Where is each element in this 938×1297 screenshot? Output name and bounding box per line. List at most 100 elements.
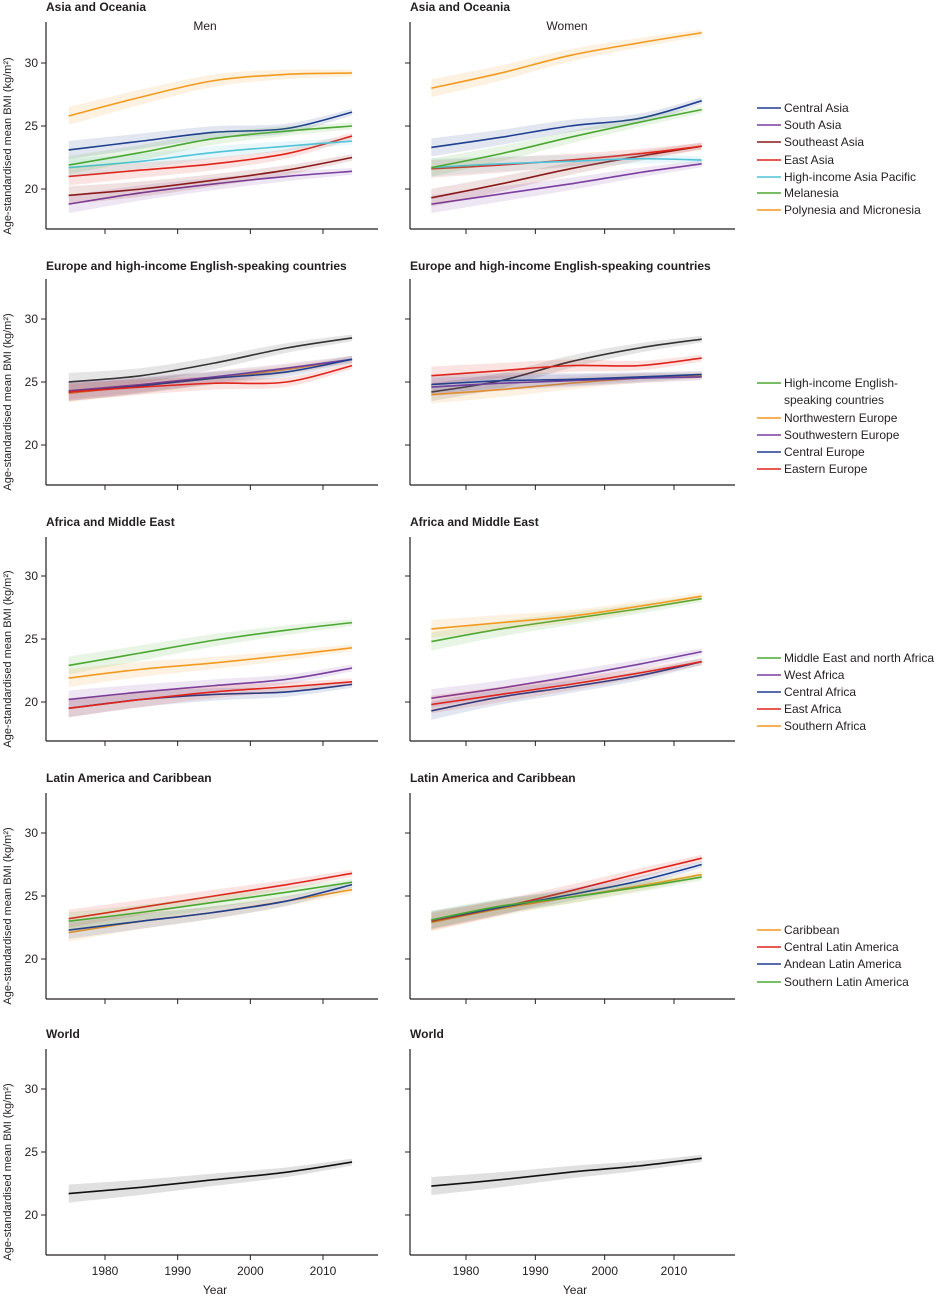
y-tick-label: 20 [25, 182, 39, 196]
legend-label: Central Europe [784, 445, 865, 459]
region-asia-and-oceania: Asia and Oceania Men 20 25 30 Age-standardise… [2, 0, 921, 235]
uncertainty-band-eastern-europe [68, 362, 353, 402]
series-line-southeast-asia [68, 156, 353, 197]
series-line-andean-latin-america [431, 863, 702, 921]
series-line-andean-latin-america [68, 883, 353, 931]
y-tick-label: 25 [25, 889, 39, 903]
legend-label: East Asia [784, 153, 834, 167]
panel-title: World [410, 1027, 444, 1041]
panel-asia-and-oceania-women: Asia and Oceania Women [405, 0, 735, 234]
legend-label: Melanesia [784, 186, 839, 200]
series-line-central-africa [431, 660, 702, 712]
uncertainty-band-southern-latin-america [68, 878, 353, 931]
series-line-eastern-europe [431, 357, 702, 377]
uncertainty-band-east-asia [68, 132, 353, 186]
panel-title: Europe and high-income English-speaking … [410, 259, 711, 273]
region-europe-and-high-income-english-speaking-countries: Europe and high-income English-speaking … [2, 259, 900, 491]
series-line-high-income-asia-pacific [68, 140, 353, 169]
series-line-southwestern-europe [68, 358, 353, 392]
legend-label: Eastern Europe [784, 462, 868, 476]
series-line-world [431, 1157, 702, 1187]
series-line-southern-africa [431, 595, 702, 630]
x-tick-label: 2010 [661, 1264, 688, 1278]
series-line-east-africa [431, 660, 702, 706]
series-line-west-africa [431, 650, 702, 700]
series-line-middle-east-and-north-africa [431, 597, 702, 643]
x-axis-label: Year [203, 1283, 227, 1297]
series-line-polynesia-and-micronesia [68, 72, 353, 117]
region-africa-and-middle-east: Africa and Middle East 20 25 30 Age-standard… [2, 515, 934, 748]
uncertainty-band-central-africa [68, 680, 353, 718]
x-tick-label: 1980 [453, 1264, 480, 1278]
series-line-polynesia-and-micronesia [431, 31, 702, 89]
y-axis-label: Age-standardised mean BMI (kg/m²) [2, 57, 14, 234]
y-tick-label: 30 [25, 569, 39, 583]
x-tick-label: 2000 [237, 1264, 264, 1278]
legend-label: Central Latin America [784, 940, 899, 954]
uncertainty-band-northwestern-europe [431, 372, 702, 404]
series-line-southwestern-europe [431, 376, 702, 388]
legend-label: Southern Africa [784, 719, 866, 733]
y-tick-label: 25 [25, 375, 39, 389]
panel-title: Latin America and Caribbean [410, 771, 576, 785]
y-tick-label: 30 [25, 1082, 39, 1096]
legend-label: South Asia [784, 118, 842, 132]
panel-title: Asia and Oceania [46, 0, 146, 14]
legend-label: Central Asia [784, 101, 849, 115]
legend-label: Andean Latin America [784, 957, 902, 971]
legend-label: Southern Latin America [784, 975, 909, 989]
x-tick-label: 1990 [522, 1264, 549, 1278]
y-tick-label: 25 [25, 632, 39, 646]
legend-label: West Africa [784, 668, 845, 682]
panel-europe-and-high-income-english-speaking-countries-women: Europe and high-income English-speaking … [405, 259, 735, 490]
legend-label: East Africa [784, 702, 842, 716]
legend-label: Central Africa [784, 685, 856, 699]
series-line-southeast-asia [431, 145, 702, 199]
series-line-high-income-asia-pacific [431, 157, 702, 169]
panel-europe-and-high-income-english-speaking-countries-men: Europe and high-income English-speaking … [2, 259, 378, 491]
series-line-central-europe [431, 373, 702, 386]
uncertainty-band-middle-east-and-north-africa [68, 619, 353, 675]
panel-world-women: World 1980 1990 2000 2010 Year [405, 1027, 735, 1297]
series-line-eastern-europe [68, 364, 353, 393]
uncertainty-band-high-income-english-speaking-countries [431, 335, 702, 402]
panel-latin-america-and-caribbean-women: Latin America and Caribbean [405, 771, 735, 1004]
series-line-melanesia [431, 108, 702, 169]
y-tick-label: 20 [25, 438, 39, 452]
series-line-central-asia [68, 111, 353, 151]
legend-label: Northwestern Europe [784, 411, 898, 425]
y-axis-label: Age-standardised mean BMI (kg/m²) [2, 1083, 14, 1260]
region-world: World 20 25 30 1980 1990 2000 2010 Year Age-stand… [2, 1027, 735, 1297]
y-tick-label: 25 [25, 1145, 39, 1159]
legend-label: speaking countries [784, 393, 884, 407]
y-axis-label: Age-standardised mean BMI (kg/m²) [2, 313, 14, 490]
x-tick-label: 1990 [164, 1264, 191, 1278]
uncertainty-band-central-asia [68, 108, 353, 159]
series-line-southern-latin-america [431, 876, 702, 921]
uncertainty-band-south-asia [68, 167, 353, 214]
legend-label: Middle East and north Africa [784, 651, 934, 665]
series-line-east-asia [431, 145, 702, 170]
legend-label: Polynesia and Micronesia [784, 203, 921, 217]
panel-sex-label: Women [546, 19, 587, 33]
series-line-southern-africa [68, 647, 353, 679]
legend-label: High-income Asia Pacific [784, 170, 916, 184]
series-line-melanesia [68, 125, 353, 166]
uncertainty-band-melanesia [68, 122, 353, 175]
legend-label: Southwestern Europe [784, 428, 900, 442]
panel-title: Asia and Oceania [410, 0, 510, 14]
panel-sex-label: Men [193, 19, 216, 33]
uncertainty-band-eastern-europe [431, 354, 702, 385]
x-tick-label: 1980 [92, 1264, 119, 1278]
uncertainty-band-southern-africa [68, 644, 353, 688]
panel-title: Latin America and Caribbean [46, 771, 212, 785]
uncertainty-band-southeast-asia [68, 154, 353, 205]
region-latin-america-and-caribbean: Latin America and Caribbean 20 25 30 Age-sta… [2, 771, 909, 1005]
panel-title: Africa and Middle East [46, 515, 175, 529]
uncertainty-band-east-africa [431, 658, 702, 714]
uncertainty-band-world [431, 1154, 702, 1196]
y-axis-label: Age-standardised mean BMI (kg/m²) [2, 570, 14, 747]
series-line-south-asia [68, 170, 353, 205]
legend-label: Southeast Asia [784, 135, 864, 149]
